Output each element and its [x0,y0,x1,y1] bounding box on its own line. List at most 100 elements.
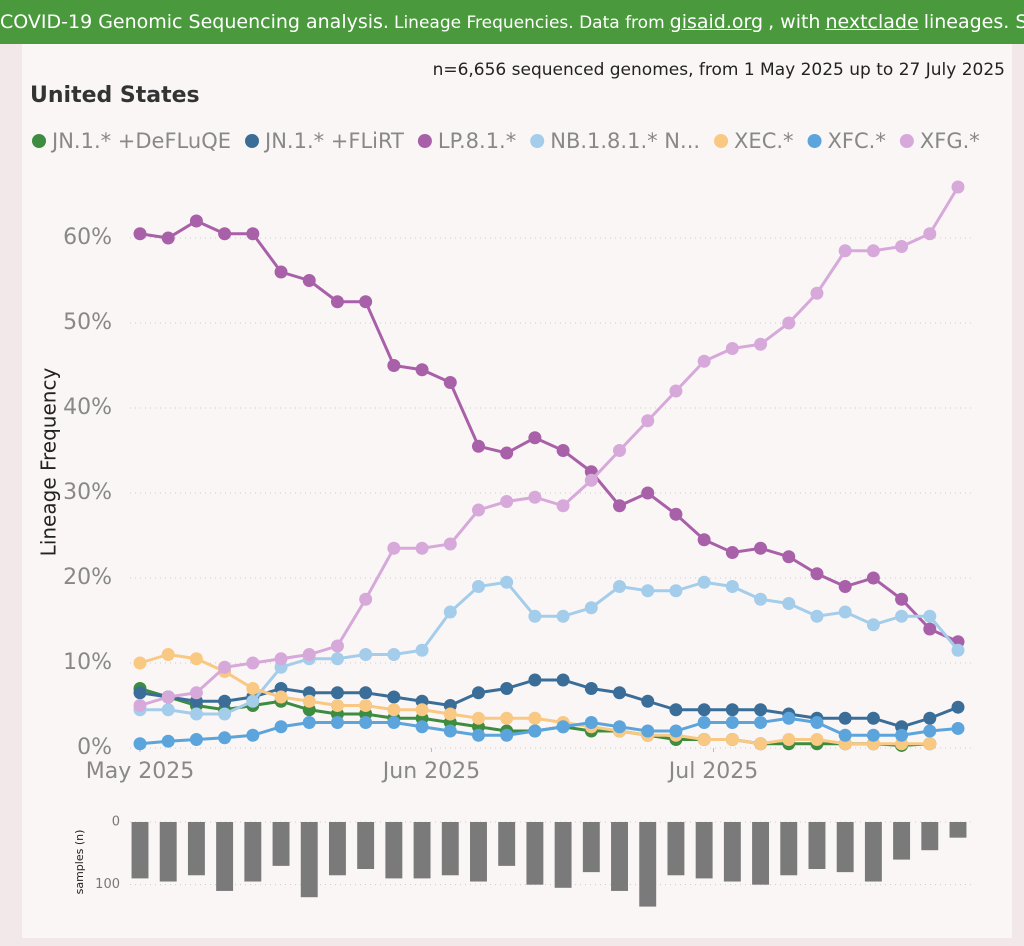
header-link[interactable]: nextclade [825,11,919,33]
point [613,686,627,700]
bar [780,822,798,876]
bar [554,822,572,888]
point [359,686,373,700]
point [923,737,937,751]
point [866,244,880,258]
point [330,699,344,712]
point [161,231,175,245]
point [500,728,514,742]
point [782,597,796,610]
point [838,711,852,725]
point [133,686,147,700]
point [613,444,627,457]
x-tick-label: Jul 2025 [667,759,759,784]
point [528,711,542,725]
legend-swatch [245,134,259,148]
point [528,673,542,687]
legend-label: LP.8.1.* [438,129,516,153]
point [584,682,598,695]
point [246,656,260,670]
point [359,592,373,606]
header-text: , with [768,11,821,33]
point [810,567,824,581]
point [782,550,796,564]
point [754,703,768,717]
header-text: Lineage Frequencies. Data from [393,13,665,33]
point [895,592,909,606]
point [754,337,768,351]
point [246,694,260,708]
point [697,716,711,729]
point [471,439,485,453]
point [359,648,373,661]
point [697,354,711,368]
point [923,227,937,241]
point [161,703,175,717]
point [641,584,655,598]
bar [216,822,234,891]
point [895,728,909,742]
bar [639,822,657,907]
bar [272,822,290,866]
point [725,580,739,593]
point [810,609,824,623]
point [133,227,147,241]
bar [695,822,713,879]
point [133,656,147,670]
panel [22,44,1012,938]
legend-swatch [417,134,432,148]
point [302,694,316,708]
point [669,507,683,521]
bar [582,822,600,873]
x-tick-label: May 2025 [86,759,194,784]
bar [357,822,375,869]
point [415,720,429,734]
y-tick-label: 50% [63,310,112,335]
point [387,703,401,717]
point [500,575,514,589]
point [641,694,655,708]
point [641,724,655,738]
point [471,728,485,742]
point [133,737,147,751]
point [387,716,401,729]
point [528,724,542,738]
point [500,711,514,725]
bar [159,822,177,882]
point [189,652,203,666]
bar [723,822,741,882]
point [161,690,175,704]
region-title: United States [30,83,200,108]
point [218,731,232,745]
point [359,295,373,309]
point [556,499,570,513]
legend-label: XFC.* [828,129,886,153]
point [415,643,429,657]
point [895,240,909,253]
point [725,546,739,559]
point [613,580,627,593]
y-tick-label: 10% [63,650,112,675]
header: COVID-19 Genomic Sequencing analysis. Lin… [0,0,1024,44]
point [613,720,627,734]
point [697,703,711,717]
point [866,571,880,585]
bar [864,822,882,882]
point [443,537,457,551]
point [810,286,824,300]
legend-label: XEC.* [734,129,794,153]
point [725,342,739,355]
point [782,711,796,725]
bar [300,822,318,898]
header-link[interactable]: gisaid.org [669,11,764,33]
point [415,541,429,555]
point [895,609,909,623]
point [415,363,429,377]
point [302,716,316,729]
bar [808,822,826,869]
point [866,728,880,742]
point [528,490,542,504]
point [754,716,768,729]
legend-swatch [714,134,729,148]
